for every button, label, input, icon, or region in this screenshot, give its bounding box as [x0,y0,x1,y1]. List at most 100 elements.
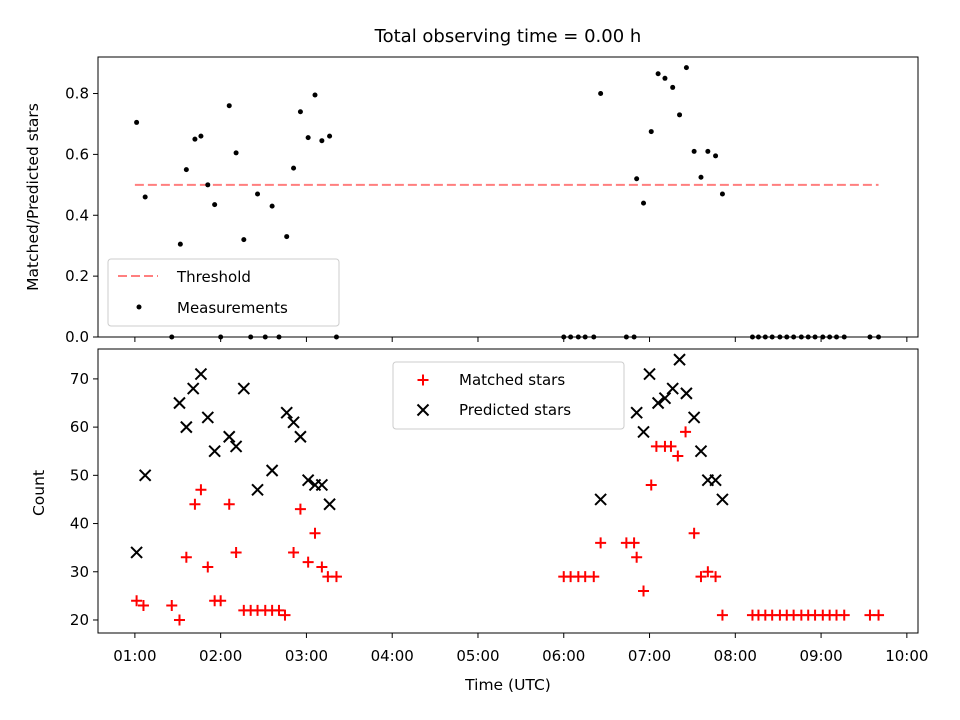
measurement-point [677,112,683,118]
matched-star-point [215,595,227,607]
predicted-star-point [201,411,214,424]
matched-star-point [595,537,607,549]
measurement-point [226,103,232,109]
bottom-x-tick-label: 04:00 [371,647,414,665]
matched-star-point [702,566,714,578]
predicted-star-point [630,406,643,419]
predicted-star-point [301,473,315,487]
matched-star-point [202,561,214,573]
matched-star-point [288,546,300,558]
matched-star-point [631,551,643,563]
measurement-point [698,174,704,180]
measurement-point [284,234,290,240]
chart-title: Total observing time = 0.00 h [374,26,642,47]
measurement-point [297,109,303,115]
matched-star-point [230,546,242,558]
predicted-star-point [716,493,729,506]
matched-star-point [166,600,178,612]
predicted-star-point [315,478,329,492]
bottom-x-tick-label: 05:00 [456,647,499,665]
legend-matched-label: Matched stars [459,371,565,389]
matched-star-point [302,556,314,568]
matched-star-point [638,585,650,597]
bottom-x-tick-label: 03:00 [285,647,328,665]
measurement-point [655,71,661,77]
predicted-star-point [709,473,722,487]
bottom-x-tick-label: 06:00 [542,647,585,665]
predicted-star-point [251,483,264,497]
legend-measurements-swatch [136,304,142,310]
top-y-tick-label: 0.2 [65,267,89,285]
bottom-x-tick-label: 01:00 [113,647,156,665]
predicted-star-point [194,367,208,381]
bottom-y-tick-label: 30 [70,563,89,581]
matched-star-point [628,537,640,549]
measurement-point [713,153,719,159]
measurement-point [291,165,297,171]
measurement-point [305,135,311,141]
predicted-star-point [666,382,679,395]
bottom-x-ticks: 01:00 02:00 03:00 04:00 05:00 06:00 07:00 08:00… [113,633,928,665]
measurement-point [192,136,198,142]
matched-star-point [695,571,707,583]
x-axis-label: Time (UTC) [464,676,551,694]
matched-star-point [173,614,185,626]
measurement-point [670,84,676,90]
top-y-ticks: 0.0 0.2 0.4 0.6 0.8 [65,85,98,346]
bottom-axes-frame [97,348,919,634]
top-legend-box [107,258,340,327]
bottom-x-tick-label: 08:00 [714,647,757,665]
measurement-point [233,150,239,156]
legend-predicted-label: Predicted stars [459,401,571,419]
bottom-y-ticks: 20 30 40 50 60 70 [70,370,98,629]
matched-star-point [189,498,201,510]
matched-star-point [131,595,143,607]
predicted-star-point [237,382,251,395]
bottom-y-tick-label: 50 [70,466,89,484]
matched-star-point [710,571,722,583]
predicted-star-point [265,464,279,477]
measurement-point [255,191,261,197]
measurement-point [177,241,183,247]
measurement-point [241,237,247,243]
measurement-point [319,138,325,144]
matched-star-point [223,498,235,510]
legend-predicted-marker [416,403,430,417]
matched-star-point [665,440,677,452]
measurement-point [683,65,689,71]
predicted-star-point [229,440,243,453]
matched-star-point [330,571,342,583]
bottom-legend-box [392,361,625,430]
measurement-point [662,75,668,81]
matched-star-point [273,604,285,616]
predicted-star-point [680,387,693,400]
measurement-point [198,133,204,139]
predicted-star-point [658,391,672,405]
top-marks [134,65,882,340]
legend-measurements-label: Measurements [177,299,288,317]
predicted-star-point [187,382,200,395]
predicted-star-point [130,546,143,559]
measurement-point [705,148,711,154]
top-x-ticks [134,337,908,342]
predicted-star-point [643,367,656,381]
top-y-tick-label: 0.8 [65,85,89,103]
matched-star-point [688,527,700,539]
matched-star-point [716,609,728,621]
predicted-star-point [651,396,665,410]
bottom-y-tick-label: 60 [70,418,89,436]
measurement-point [142,194,148,200]
matched-star-point [137,600,149,612]
measurement-point [634,176,640,182]
bottom-y-axis-label: Count [30,470,48,516]
matched-star-point [645,479,657,491]
matched-star-point [672,450,684,462]
top-y-axis-label: Matched/Predicted stars [24,103,42,291]
bottom-legend: Matched stars Predicted stars [392,361,625,430]
bottom-panel: 20 30 40 50 60 70 01:00 02:00 03:00 04:00 05:00 06… [30,348,928,694]
bottom-x-tick-label: 09:00 [799,647,842,665]
measurement-point [691,148,697,154]
measurement-point [598,91,604,97]
legend-matched-swatch [417,374,429,386]
